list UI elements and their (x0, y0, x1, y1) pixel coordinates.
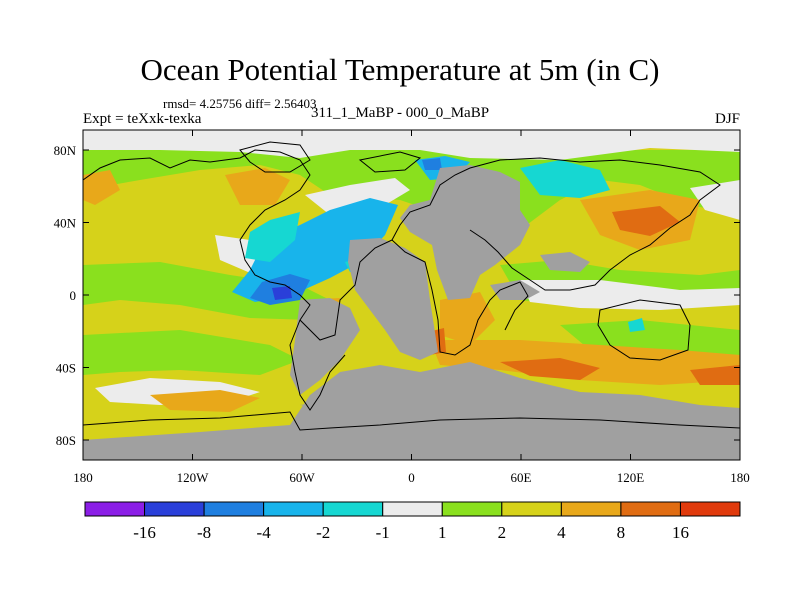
field-white-far-east (690, 180, 740, 220)
coastline-antarctica (83, 411, 740, 431)
x-tick-label: 180 (73, 470, 93, 485)
colorbar-swatch (322, 501, 384, 517)
rmsd-diff-stats: rmsd= 4.25756 diff= 2.56403 (163, 96, 317, 111)
land-mask-south-america (290, 298, 360, 395)
colorbar: -16 -8 -4 -2 -1 1 2 4 8 16 (84, 501, 741, 542)
y-tick-label: 80S (56, 433, 76, 448)
colorbar-label: -16 (133, 523, 156, 542)
coastline-australia (597, 299, 691, 361)
coastline-africa (391, 239, 529, 356)
colorbar-label: 16 (672, 523, 689, 542)
x-tick-label: 120E (617, 470, 645, 485)
colorbar-swatch (441, 501, 503, 517)
field-orange-indian-south (430, 340, 740, 385)
colorbar-swatch (203, 501, 265, 517)
map-field (83, 130, 740, 460)
coastline-north-america (83, 149, 393, 341)
land-mask-africa-south (348, 238, 438, 360)
plot-title: Ocean Potential Temperature at 5m (in C) (140, 52, 660, 87)
colorbar-label: 2 (498, 523, 507, 542)
field-orange-africa (440, 292, 495, 345)
colorbar-label: -8 (197, 523, 211, 542)
colorbar-label: -4 (257, 523, 272, 542)
field-white-indian (520, 280, 740, 310)
colorbar-swatch (263, 501, 324, 517)
field-turquoise-north-atlantic (245, 212, 300, 262)
colorbar-swatch (382, 501, 443, 517)
field-darkorange-south (500, 358, 600, 380)
colorbar-swatch (679, 501, 741, 517)
run-comparison-label: 311_1_MaBP - 000_0_MaBP (311, 105, 490, 121)
colorbar-label: -2 (316, 523, 330, 542)
field-darkblue-core (272, 286, 292, 300)
x-tick-label: 180 (730, 470, 750, 485)
colorbar-label: -1 (376, 523, 390, 542)
coastline-greenland (239, 141, 311, 173)
colorbar-swatch (560, 501, 622, 517)
colorbar-label: 8 (617, 523, 626, 542)
field-green-south (83, 330, 300, 375)
field-green-tropics (83, 262, 330, 320)
x-tick-label: 60W (289, 470, 315, 485)
coastline-arctic-islands (358, 151, 422, 173)
land-mask-africa-eurasia (400, 165, 530, 300)
y-tick-label: 0 (70, 288, 77, 303)
colorbar-swatch (144, 501, 205, 517)
field-orange-south-west (150, 390, 260, 412)
x-axis: 180 120W 60W 0 60E 120E 180 (73, 130, 750, 485)
colorbar-swatch (84, 501, 146, 517)
field-orange-north-pacific (225, 168, 290, 205)
experiment-label: Expt = teXxk-texka (83, 111, 202, 127)
x-tick-label: 60E (511, 470, 532, 485)
field-blue-arctic (422, 158, 442, 170)
land-mask-se-asia (540, 252, 590, 272)
x-tick-label: 120W (177, 470, 210, 485)
field-white-arctic (83, 130, 740, 160)
colorbar-swatch (620, 501, 681, 517)
colorbar-label: 4 (557, 523, 566, 542)
field-darkorange-southeast (690, 365, 740, 385)
field-cyan-south-east (628, 318, 645, 332)
field-cyan-eurasia (520, 160, 610, 198)
field-darkorange-asia (612, 206, 680, 236)
field-orange-north-west (83, 170, 120, 205)
y-tick-label: 80N (54, 143, 77, 158)
field-cyan-north-atlantic (232, 198, 398, 302)
y-tick-label: 40N (54, 216, 77, 231)
coastline-south-america (289, 319, 346, 411)
land-mask-south-patch (300, 398, 420, 420)
coastline-eurasia (391, 157, 721, 291)
colorbar-swatch (501, 501, 562, 517)
season-label: DJF (714, 111, 740, 127)
colorbar-label: 1 (438, 523, 447, 542)
y-tick-label: 40S (56, 361, 76, 376)
x-tick-label: 0 (408, 470, 415, 485)
y-axis: 80N 40N 0 40S 80S (54, 143, 740, 448)
